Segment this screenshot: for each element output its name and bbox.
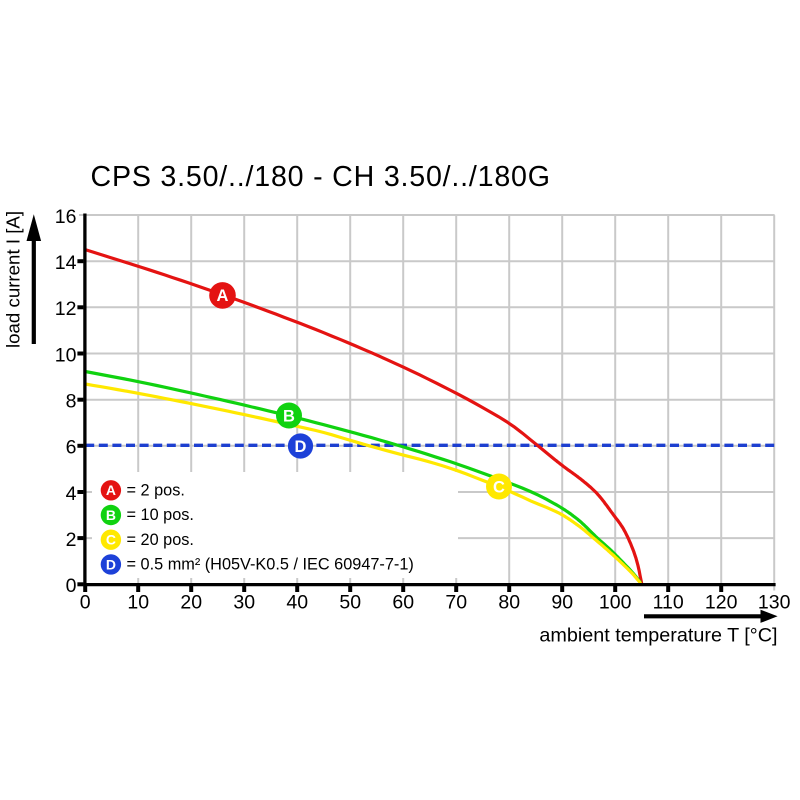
svg-text:0: 0 — [80, 592, 91, 614]
svg-text:A: A — [217, 287, 229, 305]
svg-text:B: B — [283, 407, 295, 425]
svg-text:30: 30 — [233, 592, 255, 614]
svg-text:2: 2 — [66, 529, 77, 551]
svg-text:C: C — [106, 532, 116, 548]
svg-text:100: 100 — [599, 592, 632, 614]
svg-text:load current I [A]: load current I [A] — [3, 211, 24, 348]
svg-text:0: 0 — [66, 575, 77, 597]
svg-text:90: 90 — [551, 592, 573, 614]
svg-text:ambient temperature T [°C]: ambient temperature T [°C] — [539, 625, 777, 647]
svg-text:130: 130 — [758, 592, 791, 614]
svg-text:= 0.5 mm² (H05V-K0.5 / IEC 609: = 0.5 mm² (H05V-K0.5 / IEC 60947-7-1) — [127, 556, 414, 574]
svg-text:8: 8 — [66, 391, 77, 413]
svg-text:40: 40 — [286, 592, 308, 614]
svg-text:4: 4 — [66, 483, 77, 505]
svg-text:10: 10 — [127, 592, 149, 614]
svg-text:12: 12 — [55, 298, 77, 320]
svg-text:D: D — [295, 438, 307, 456]
svg-text:CPS 3.50/../180 - CH 3.50/../1: CPS 3.50/../180 - CH 3.50/../180G — [91, 161, 551, 193]
svg-text:6: 6 — [66, 437, 77, 459]
svg-text:80: 80 — [498, 592, 520, 614]
svg-text:14: 14 — [55, 252, 77, 274]
svg-text:50: 50 — [339, 592, 361, 614]
svg-text:B: B — [106, 507, 116, 523]
svg-text:C: C — [493, 478, 505, 496]
svg-text:10: 10 — [55, 344, 77, 366]
svg-text:20: 20 — [180, 592, 202, 614]
svg-text:120: 120 — [705, 592, 738, 614]
svg-text:= 20 pos.: = 20 pos. — [127, 531, 194, 549]
svg-text:60: 60 — [392, 592, 414, 614]
svg-text:D: D — [106, 556, 116, 572]
svg-text:70: 70 — [445, 592, 467, 614]
svg-text:= 10 pos.: = 10 pos. — [127, 506, 194, 524]
svg-text:A: A — [106, 482, 116, 498]
svg-text:= 2 pos.: = 2 pos. — [127, 482, 185, 500]
svg-text:16: 16 — [55, 206, 77, 228]
svg-text:110: 110 — [653, 592, 684, 614]
